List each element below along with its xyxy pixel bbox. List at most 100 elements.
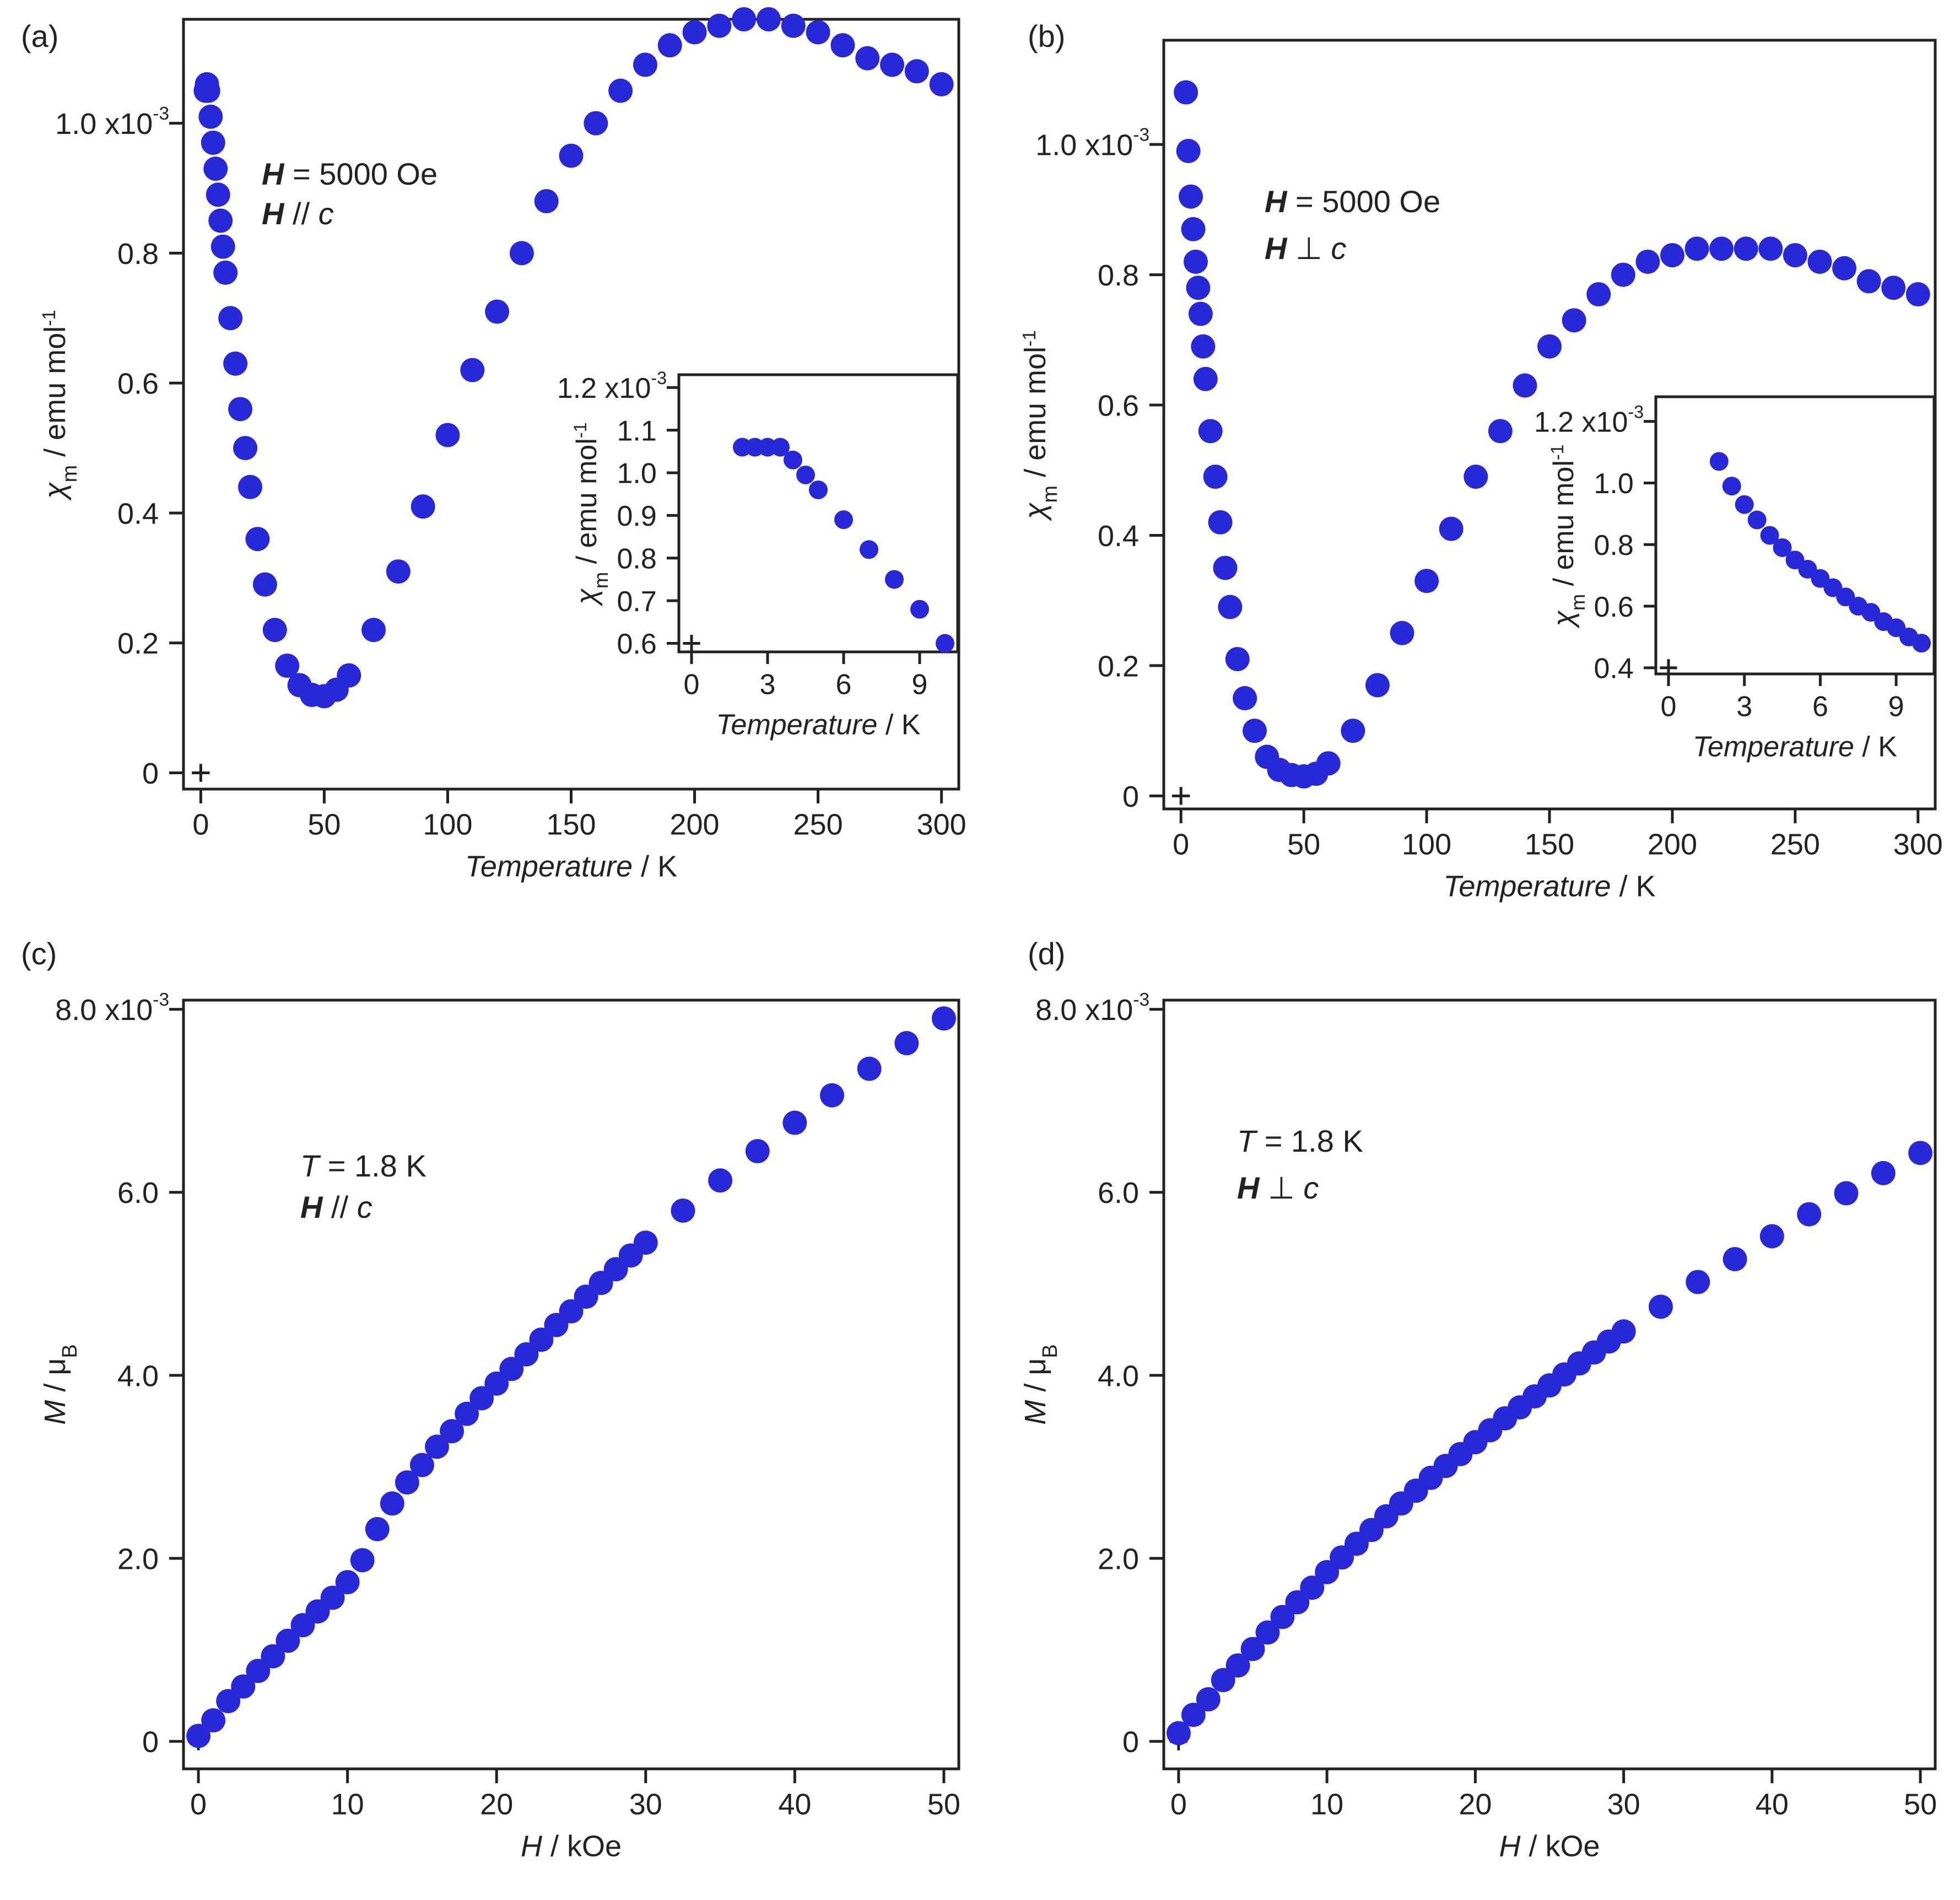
panel-a-data-point — [460, 358, 485, 382]
panel-d-x-tick-label: 40 — [1756, 1788, 1789, 1821]
panel-d-x-axis-label: H / kOe — [1499, 1829, 1600, 1863]
panel-c-y-tick-label: 4.0 — [117, 1359, 159, 1392]
panel-b-y-tick-exponent: -3 — [1133, 125, 1149, 145]
panel-a-data-point — [208, 208, 233, 233]
panel-d-y-tick-label: 2.0 — [1098, 1542, 1139, 1575]
panel-b-data-point — [1176, 138, 1201, 163]
panel-b-inset-data-point — [1760, 526, 1779, 545]
panel-a-data-point — [262, 618, 287, 643]
panel-b-data-point — [1179, 184, 1203, 209]
panel-a-inset-data-point — [796, 465, 815, 484]
panel-a-data-point — [633, 52, 657, 77]
panel-a-data-point — [196, 78, 220, 103]
panel-b-data-point — [1709, 236, 1734, 261]
panel-b-data-point — [1562, 308, 1586, 333]
panel-b-y-axis-label: χm / emu mol-1 — [1019, 330, 1062, 521]
panel-c-data-point — [514, 1342, 539, 1367]
panel-a-data-point — [218, 306, 243, 331]
panel-a-inset-y-tick-exponent: -3 — [651, 368, 667, 388]
panel-a-y-tick-label: 1.0 x10 — [55, 107, 153, 141]
panel-d-data-point — [1196, 1687, 1221, 1712]
panel-a-inset-y-axis-label: χm / emu mol-1 — [570, 422, 612, 606]
panel-c-data-point — [820, 1083, 845, 1108]
panel-b-data-point — [1198, 419, 1223, 444]
panel-d-data-point — [1723, 1246, 1747, 1271]
panel-a-data-point — [534, 189, 559, 214]
panel-b-inset-y-tick-label: 1.0 — [1594, 468, 1634, 500]
panel-a-y-axis-label: χm / emu mol-1 — [39, 310, 82, 501]
panel-a-x-tick-label: 300 — [917, 808, 966, 841]
panel-a-inset-y-tick-label: 0.8 — [617, 543, 657, 575]
panel-b-data-point — [1341, 719, 1365, 743]
panel-c-data-point — [455, 1401, 479, 1426]
panel-b-data-point — [1191, 334, 1216, 359]
panel-c-data-point — [409, 1453, 434, 1477]
panel-b-data-point — [1390, 620, 1414, 645]
panel-a-data-point — [275, 654, 300, 678]
panel-c-y-tick-label: 2.0 — [117, 1542, 159, 1575]
panel-b-data-point — [1218, 595, 1243, 619]
panel-b-data-point — [1856, 269, 1881, 294]
panel-c-data-point — [782, 1110, 807, 1135]
panel-a-x-tick-label: 150 — [546, 808, 596, 841]
panel-c-x-tick-label: 30 — [629, 1788, 662, 1821]
panel-a-data-point — [337, 663, 361, 688]
panel-d-data-point — [1759, 1224, 1784, 1249]
panel-a-data-point — [228, 397, 253, 422]
panel-c-y-tick-exponent: -3 — [153, 990, 169, 1010]
panel-b-data-point — [1213, 555, 1238, 580]
panel-b-y-tick-label: 0.8 — [1098, 259, 1139, 292]
panel-b-data-point — [1488, 419, 1513, 444]
panel-b-data-point — [1905, 282, 1930, 307]
panel-b-data-point — [1734, 236, 1758, 261]
panel-d-data-point — [1908, 1141, 1933, 1165]
panel-b-y-tick-label: 0.2 — [1098, 650, 1139, 683]
panel-b-inset-y-tick-label: 1.2 x10 — [1534, 406, 1628, 438]
panel-a-x-tick-label: 100 — [423, 808, 472, 841]
panel-a-label: (a) — [21, 19, 58, 53]
panel-c-data-point — [231, 1674, 256, 1699]
panel-b-x-tick-label: 250 — [1770, 828, 1820, 861]
panel-c-data-point — [320, 1585, 345, 1610]
panel-a-inset-data-point — [936, 634, 954, 653]
panel-c-data-point — [469, 1386, 494, 1411]
panel-c-data-point — [708, 1168, 733, 1193]
panel-a-data-point — [830, 33, 855, 58]
panel-a-annotation: H = 5000 Oe — [262, 156, 438, 191]
panel-b-inset-x-tick-label: 3 — [1736, 691, 1752, 723]
panel-a-inset-y-tick-label: 1.2 x10 — [557, 373, 651, 404]
panel-b-y-tick-label: 1.0 x10 — [1035, 129, 1133, 162]
panel-d-data-point — [1686, 1270, 1710, 1294]
panel-b-data-point — [1832, 256, 1857, 280]
panel-a-y-tick-label: 0.6 — [117, 368, 159, 401]
panel-a-x-tick-label: 250 — [793, 808, 843, 841]
panel-c-data-point — [559, 1299, 584, 1324]
panel-b-data-point — [1611, 262, 1635, 287]
panel-a-data-point — [806, 20, 830, 45]
panel-c-data-point — [246, 1659, 271, 1683]
panel-a-data-point — [237, 474, 262, 499]
panel-a-inset-y-tick-label: 0.6 — [617, 628, 657, 660]
panel-b-data-point — [1758, 236, 1783, 261]
panel-b-data-point — [1203, 465, 1228, 489]
panel-a-data-point — [198, 104, 223, 129]
panel-b-data-point — [1807, 249, 1832, 274]
panel-a-data-point — [509, 241, 534, 266]
panel-d-data-point — [1211, 1667, 1235, 1692]
panel-a-inset-data-point — [809, 480, 828, 499]
panel-a-y-tick-label: 0 — [142, 757, 159, 790]
panel-b-inset-x-tick-label: 6 — [1812, 691, 1828, 723]
panel-a-data-point — [781, 13, 806, 38]
panel-b-y-tick-label: 0.4 — [1098, 520, 1139, 553]
panel-c-y-tick-label: 6.0 — [117, 1176, 159, 1210]
panel-a-data-point — [559, 143, 584, 168]
panel-b-x-tick-label: 100 — [1402, 828, 1451, 861]
panel-b-inset-data-point — [1709, 452, 1729, 471]
panel-a-y-tick-label: 0.8 — [117, 238, 159, 271]
panel-d-data-point — [1611, 1319, 1636, 1344]
panel-b-data-point — [1537, 334, 1562, 359]
panel-c-data-point — [484, 1371, 509, 1396]
panel-a-inset-y-tick-label: 1.1 — [617, 415, 657, 447]
panel-b-data-point — [1660, 243, 1684, 268]
